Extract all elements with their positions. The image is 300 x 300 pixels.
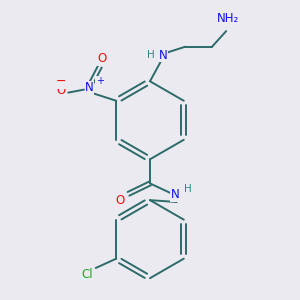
Text: H: H [147, 50, 154, 60]
Text: N: N [159, 49, 167, 62]
Text: N: N [171, 188, 180, 201]
Text: N: N [85, 81, 94, 94]
Text: H: H [184, 184, 192, 194]
Text: +: + [96, 76, 104, 86]
Text: O: O [56, 84, 65, 97]
Text: NH₂: NH₂ [217, 12, 239, 25]
Text: O: O [97, 52, 106, 65]
Text: O: O [116, 194, 125, 207]
Text: Cl: Cl [82, 268, 93, 281]
Text: −: − [56, 75, 66, 88]
